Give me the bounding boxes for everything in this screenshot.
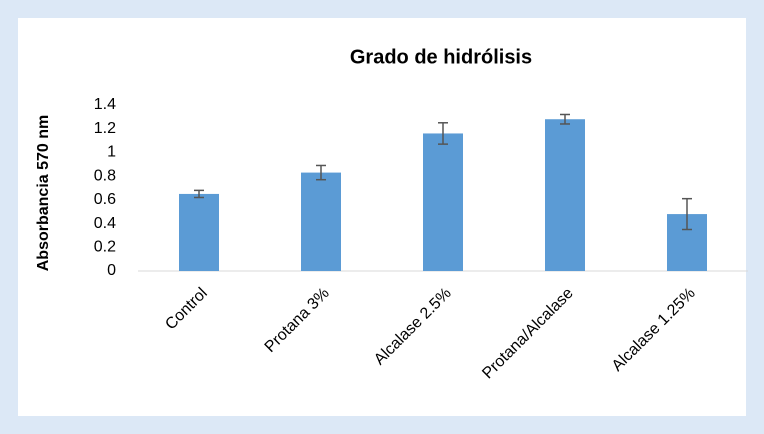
y-tick-label: 0.2 bbox=[94, 239, 116, 256]
y-tick-label: 0.8 bbox=[94, 167, 116, 184]
error-bar bbox=[682, 197, 692, 231]
bar bbox=[545, 119, 585, 271]
y-axis-label: Absorbancia 570 nm bbox=[35, 115, 52, 272]
y-tick-label: 1.4 bbox=[94, 96, 116, 113]
error-bar bbox=[316, 164, 326, 181]
bar bbox=[179, 193, 219, 271]
y-tick-label: 0 bbox=[107, 262, 116, 279]
chart-title: Grado de hidrólisis bbox=[350, 46, 532, 68]
chart-panel bbox=[18, 18, 746, 416]
y-tick-label: 1.2 bbox=[94, 120, 116, 137]
y-tick-label: 1 bbox=[107, 144, 116, 161]
error-bar bbox=[438, 122, 448, 145]
bar bbox=[423, 133, 463, 271]
y-tick-label: 0.4 bbox=[94, 215, 116, 232]
bar bbox=[301, 172, 341, 271]
y-tick-label: 0.6 bbox=[94, 191, 116, 208]
error-bar bbox=[194, 189, 204, 199]
error-bar bbox=[560, 113, 570, 125]
